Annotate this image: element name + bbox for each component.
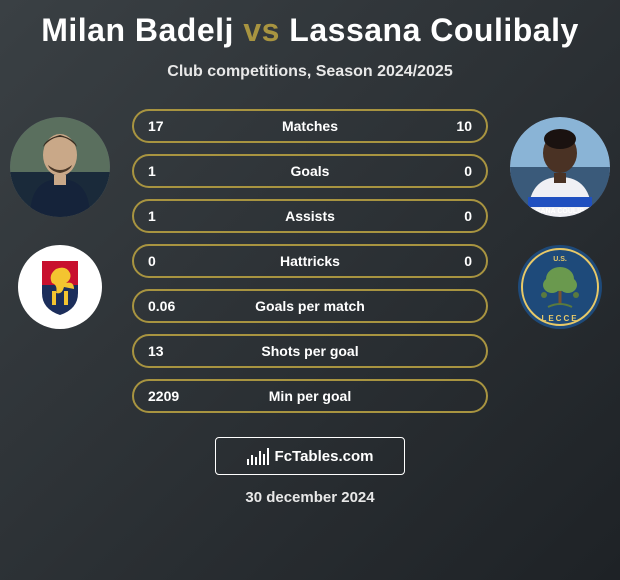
player1-name: Milan Badelj (41, 12, 234, 48)
subtitle: Club competitions, Season 2024/2025 (0, 63, 620, 81)
svg-text:SANA COULIB: SANA COULIB (536, 208, 584, 215)
content-area: 17Matches101Goals01Assists00Hattricks00.… (0, 109, 620, 413)
stat-row: 2209Min per goal (132, 379, 488, 413)
stat-right-value: 0 (464, 253, 472, 269)
vs-text: vs (243, 12, 280, 48)
brand-logo: FcTables.com (215, 437, 405, 475)
left-side (0, 109, 120, 413)
stat-label: Shots per goal (134, 343, 486, 359)
stat-left-value: 1 (148, 163, 156, 179)
stat-label: Hattricks (134, 253, 486, 269)
svg-text:LECCE: LECCE (541, 314, 578, 323)
player2-name: Lassana Coulibaly (289, 12, 578, 48)
stat-right-value: 0 (464, 208, 472, 224)
stat-label: Assists (134, 208, 486, 224)
brand-text: FcTables.com (275, 448, 374, 465)
stat-left-value: 0 (148, 253, 156, 269)
stats-column: 17Matches101Goals01Assists00Hattricks00.… (120, 109, 500, 413)
stat-right-value: 0 (464, 163, 472, 179)
footer-date: 30 december 2024 (0, 489, 620, 506)
player1-avatar (10, 117, 110, 217)
right-side: SANA COULIB U.S. LECCE (500, 109, 620, 413)
player2-club-crest: U.S. LECCE (518, 245, 602, 329)
stat-left-value: 0.06 (148, 298, 175, 314)
stat-label: Goals per match (134, 298, 486, 314)
stat-row: 0.06Goals per match (132, 289, 488, 323)
stat-right-value: 10 (456, 118, 472, 134)
stat-label: Goals (134, 163, 486, 179)
stat-left-value: 2209 (148, 388, 179, 404)
stat-label: Matches (134, 118, 486, 134)
stat-row: 17Matches10 (132, 109, 488, 143)
svg-text:U.S.: U.S. (553, 256, 567, 263)
comparison-title: Milan Badelj vs Lassana Coulibaly (0, 0, 620, 49)
stat-left-value: 13 (148, 343, 164, 359)
stat-row: 0Hattricks0 (132, 244, 488, 278)
logo-bars-icon (247, 447, 269, 465)
stat-row: 13Shots per goal (132, 334, 488, 368)
stat-row: 1Goals0 (132, 154, 488, 188)
stat-left-value: 1 (148, 208, 156, 224)
player2-avatar: SANA COULIB (510, 117, 610, 217)
stat-left-value: 17 (148, 118, 164, 134)
player1-club-crest (18, 245, 102, 329)
stat-label: Min per goal (134, 388, 486, 404)
stat-row: 1Assists0 (132, 199, 488, 233)
